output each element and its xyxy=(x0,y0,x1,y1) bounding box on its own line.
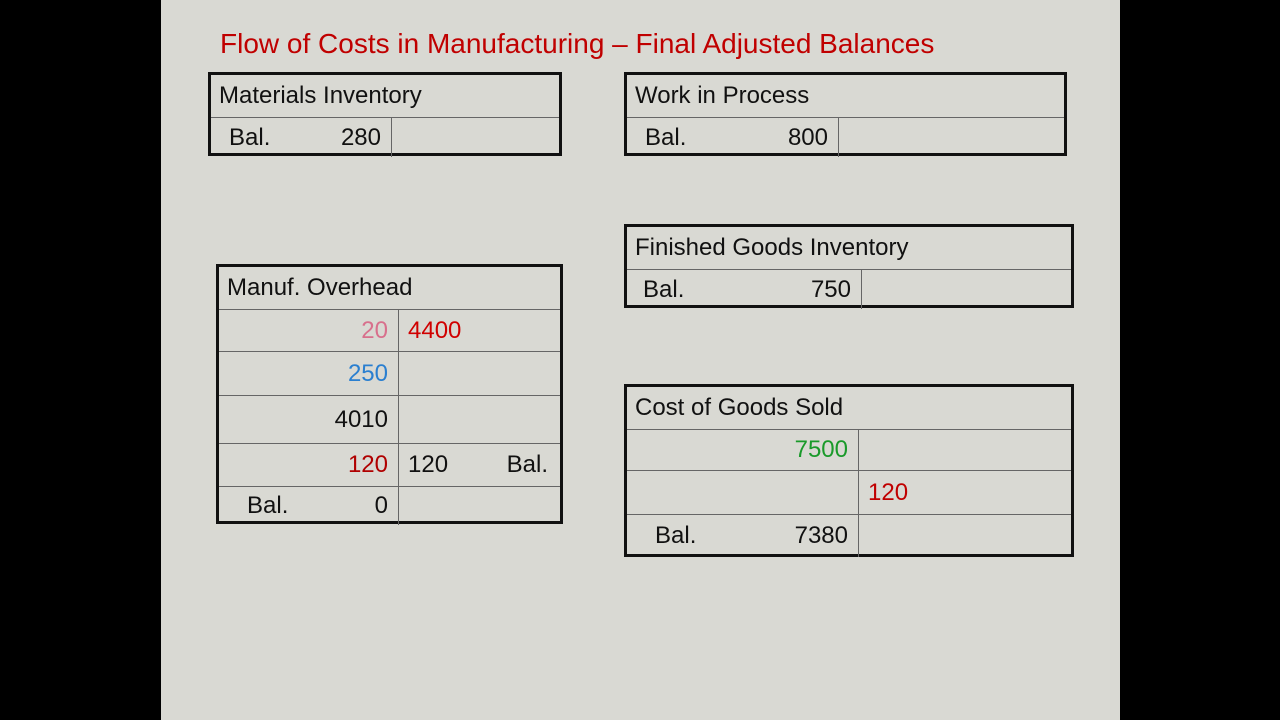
divider xyxy=(391,118,392,157)
credit-label: Bal. xyxy=(506,451,548,478)
credit-value: 4400 xyxy=(408,316,462,344)
t-account: Cost of Goods Sold 7500 120 Bal. 7380 xyxy=(624,384,1074,557)
account-row: 7500 xyxy=(627,430,1071,471)
credit-value: 120 xyxy=(408,451,449,478)
account-row: Bal. 750 xyxy=(627,270,1071,309)
account-name: Work in Process xyxy=(627,75,1064,118)
account-name: Materials Inventory xyxy=(211,75,559,118)
debit-value: 280 xyxy=(340,123,381,151)
t-account: Work in Process Bal. 800 xyxy=(624,72,1067,157)
debit-value: 120 xyxy=(347,451,388,478)
debit-value: 250 xyxy=(347,359,388,387)
debit-value: 7500 xyxy=(794,436,848,463)
debit-value: 20 xyxy=(361,316,388,344)
debit-value: 800 xyxy=(787,123,828,151)
divider xyxy=(858,430,859,470)
account-row: Bal. 280 xyxy=(211,118,559,157)
debit-label: Bal. xyxy=(247,492,289,519)
credit-value: 120 xyxy=(868,478,909,506)
divider xyxy=(398,396,399,443)
account-row: 120 xyxy=(627,471,1071,515)
slide-title: Flow of Costs in Manufacturing – Final A… xyxy=(220,28,935,59)
debit-label: Bal. xyxy=(229,123,271,151)
account-row: 20 4400 xyxy=(219,310,560,352)
account-name: Manuf. Overhead xyxy=(219,267,560,310)
debit-value: 0 xyxy=(374,492,388,519)
t-account: Manuf. Overhead 20 4400 250 4010 120 120… xyxy=(216,264,563,525)
account-row: 120 120 Bal. xyxy=(219,444,560,487)
divider xyxy=(858,471,859,514)
account-row: Bal. 0 xyxy=(219,487,560,525)
debit-value: 750 xyxy=(810,275,851,303)
t-account: Materials Inventory Bal. 280 xyxy=(208,72,562,157)
account-name: Finished Goods Inventory xyxy=(627,227,1071,270)
account-row: 4010 xyxy=(219,396,560,444)
slide: Flow of Costs in Manufacturing – Final A… xyxy=(161,0,1120,720)
divider xyxy=(398,487,399,525)
debit-value: 7380 xyxy=(794,522,848,549)
debit-label: Bal. xyxy=(655,522,697,549)
debit-value: 4010 xyxy=(334,405,388,433)
divider xyxy=(861,270,862,309)
divider xyxy=(858,515,859,557)
account-row: 250 xyxy=(219,352,560,396)
account-row: Bal. 7380 xyxy=(627,515,1071,557)
divider xyxy=(398,310,399,351)
account-name: Cost of Goods Sold xyxy=(627,387,1071,430)
account-row: Bal. 800 xyxy=(627,118,1064,157)
t-account: Finished Goods Inventory Bal. 750 xyxy=(624,224,1074,309)
debit-label: Bal. xyxy=(645,123,687,151)
divider xyxy=(398,352,399,395)
divider xyxy=(398,444,399,486)
debit-label: Bal. xyxy=(643,275,685,303)
divider xyxy=(838,118,839,157)
